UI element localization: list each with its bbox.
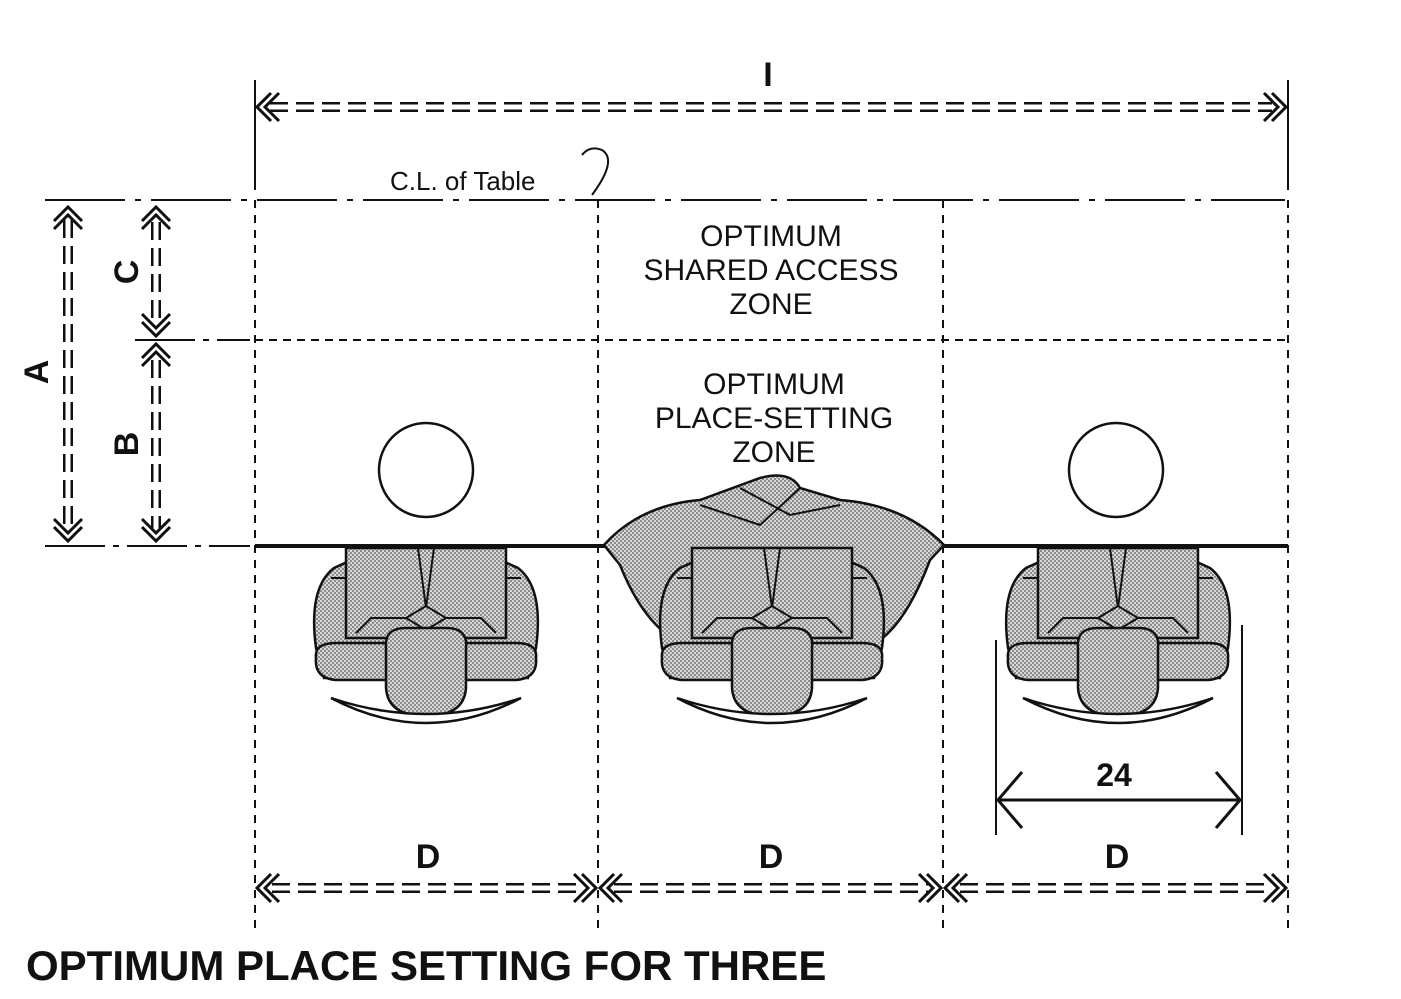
svg-text:ZONE: ZONE xyxy=(729,288,812,321)
dimension-a xyxy=(52,205,84,543)
plate-icon xyxy=(1067,421,1165,519)
centerline-leader xyxy=(581,147,610,196)
svg-text:OPTIMUM: OPTIMUM xyxy=(703,368,845,401)
dimension-label-d: D xyxy=(416,838,441,876)
elbow-width-dimension xyxy=(995,625,1243,835)
svg-text:ZONE: ZONE xyxy=(732,436,815,469)
svg-text:OPTIMUM: OPTIMUM xyxy=(700,220,842,253)
dimension-label-c: C xyxy=(108,260,146,285)
svg-text:PLACE-SETTING: PLACE-SETTING xyxy=(655,402,893,435)
dimension-label-a: A xyxy=(18,360,56,385)
plate-icon xyxy=(377,421,475,519)
elbow-width-label: 24 xyxy=(1096,757,1132,793)
svg-text:SHARED ACCESS: SHARED ACCESS xyxy=(643,254,898,287)
dimension-label-i: I xyxy=(763,56,772,94)
overall-length-dimension xyxy=(254,80,1289,190)
dimension-label-d: D xyxy=(759,838,784,876)
diner-right-figure xyxy=(1004,546,1232,725)
centerline-label: C.L. of Table xyxy=(390,166,536,196)
shared-access-zone-label: OPTIMUM SHARED ACCESS ZONE xyxy=(643,220,898,321)
diner-left-figure xyxy=(312,546,540,725)
diagram-caption: OPTIMUM PLACE SETTING FOR THREE xyxy=(26,942,826,989)
dimension-d-right xyxy=(943,872,1288,904)
dimension-d-center xyxy=(598,872,943,904)
dimension-c xyxy=(140,205,172,338)
place-setting-zone-label: OPTIMUM PLACE-SETTING ZONE xyxy=(655,368,893,469)
diner-center-figure xyxy=(602,474,946,725)
dimension-label-d: D xyxy=(1105,838,1130,876)
dimension-d-left xyxy=(255,872,598,904)
dimension-label-b: B xyxy=(108,432,146,457)
dimension-b xyxy=(140,342,172,543)
